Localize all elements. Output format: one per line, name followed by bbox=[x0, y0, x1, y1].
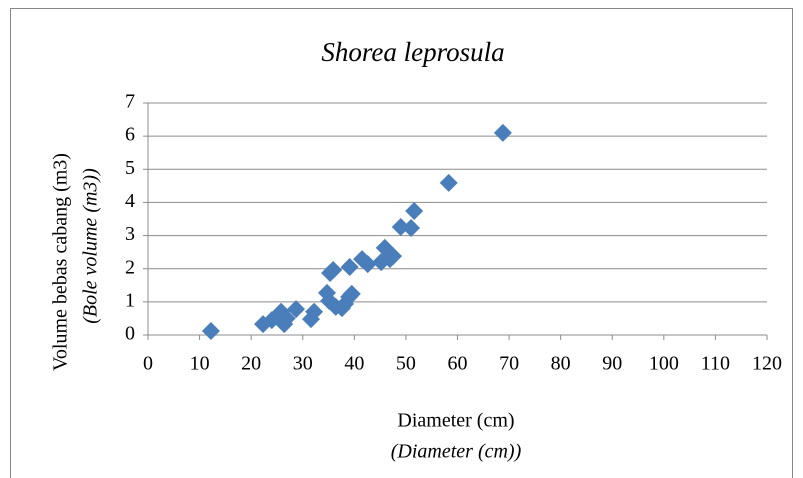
y-tick-label: 5 bbox=[125, 157, 135, 179]
y-tick-label: 2 bbox=[125, 256, 135, 278]
x-tick-label: 20 bbox=[241, 353, 261, 375]
y-tick-label: 7 bbox=[125, 91, 135, 113]
y-axis-label-translation: (Bole volume (m3)) bbox=[80, 168, 102, 324]
data-point bbox=[402, 218, 421, 237]
x-tick-label: 50 bbox=[396, 353, 416, 375]
data-point bbox=[324, 261, 343, 280]
data-point bbox=[287, 300, 306, 319]
y-tick-label: 6 bbox=[125, 124, 135, 146]
x-tick-label: 40 bbox=[344, 353, 364, 375]
x-tick-label: 110 bbox=[701, 353, 730, 375]
data-point bbox=[391, 217, 410, 236]
y-tick-label: 4 bbox=[125, 190, 135, 212]
data-point bbox=[384, 247, 403, 266]
chart-title: Shorea leprosula bbox=[321, 37, 504, 67]
y-tick-label: 0 bbox=[125, 323, 135, 345]
x-axis-label: Diameter (cm) bbox=[397, 410, 514, 432]
data-point bbox=[342, 284, 361, 303]
x-tick-label: 80 bbox=[551, 353, 571, 375]
data-point bbox=[201, 322, 220, 341]
data-point bbox=[340, 258, 359, 277]
data-point bbox=[277, 309, 296, 328]
y-tick-label: 3 bbox=[125, 223, 135, 245]
x-tick-label: 70 bbox=[499, 353, 519, 375]
data-point bbox=[493, 123, 512, 142]
data-point bbox=[439, 173, 458, 192]
x-tick-label: 90 bbox=[602, 353, 622, 375]
x-tick-label: 100 bbox=[649, 353, 679, 375]
x-tick-label: 30 bbox=[293, 353, 313, 375]
data-point bbox=[305, 302, 324, 321]
x-tick-label: 0 bbox=[143, 353, 153, 375]
x-tick-label: 120 bbox=[752, 353, 782, 375]
y-axis-label: Volume bebas cabang (m3) bbox=[50, 153, 72, 371]
data-point bbox=[405, 202, 424, 221]
x-tick-label: 10 bbox=[190, 353, 210, 375]
data-point bbox=[358, 255, 377, 274]
x-tick-label: 60 bbox=[448, 353, 468, 375]
chart-border bbox=[10, 8, 793, 478]
y-tick-label: 1 bbox=[125, 289, 135, 311]
x-axis-label-translation: (Diameter (cm)) bbox=[391, 441, 522, 463]
